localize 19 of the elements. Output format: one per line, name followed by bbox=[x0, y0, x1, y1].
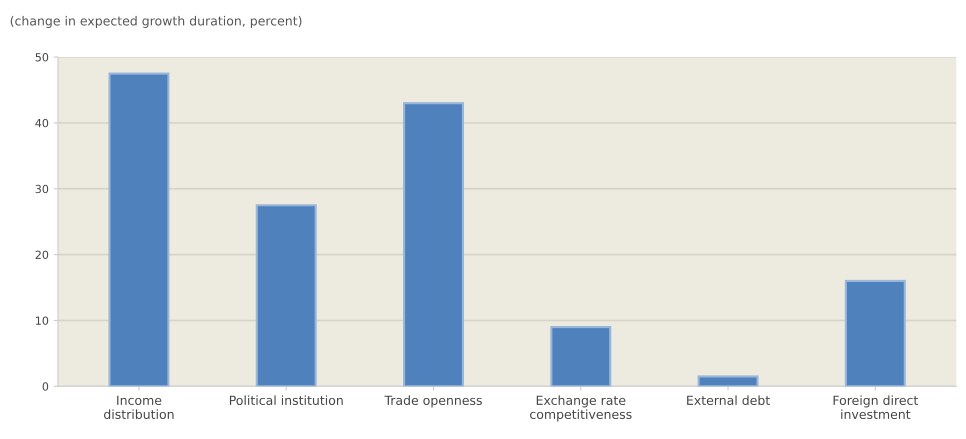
bar bbox=[698, 375, 759, 386]
x-tick-label: Exchange rate competitiveness bbox=[530, 395, 632, 422]
y-tick-label: 30 bbox=[36, 184, 48, 194]
x-tick-label: External debt bbox=[687, 395, 770, 406]
x-tick-label: Political institution bbox=[230, 395, 343, 406]
x-tick-label: Foreign direct investment bbox=[834, 395, 918, 420]
bar bbox=[256, 204, 317, 386]
y-tick-label: 50 bbox=[36, 53, 48, 62]
chart-title: (change in expected growth duration, percent) bbox=[10, 16, 302, 28]
x-tick-label: Income distribution bbox=[104, 396, 174, 420]
y-tick-label: 0 bbox=[42, 382, 48, 391]
bar bbox=[550, 326, 612, 386]
y-tick-label: 20 bbox=[36, 250, 48, 259]
y-tick-label: 10 bbox=[36, 316, 48, 325]
bar bbox=[403, 102, 464, 386]
bar bbox=[108, 72, 170, 386]
x-tick-label: Trade openness bbox=[384, 395, 482, 408]
bar bbox=[844, 280, 906, 386]
y-tick-label: 40 bbox=[35, 118, 48, 128]
